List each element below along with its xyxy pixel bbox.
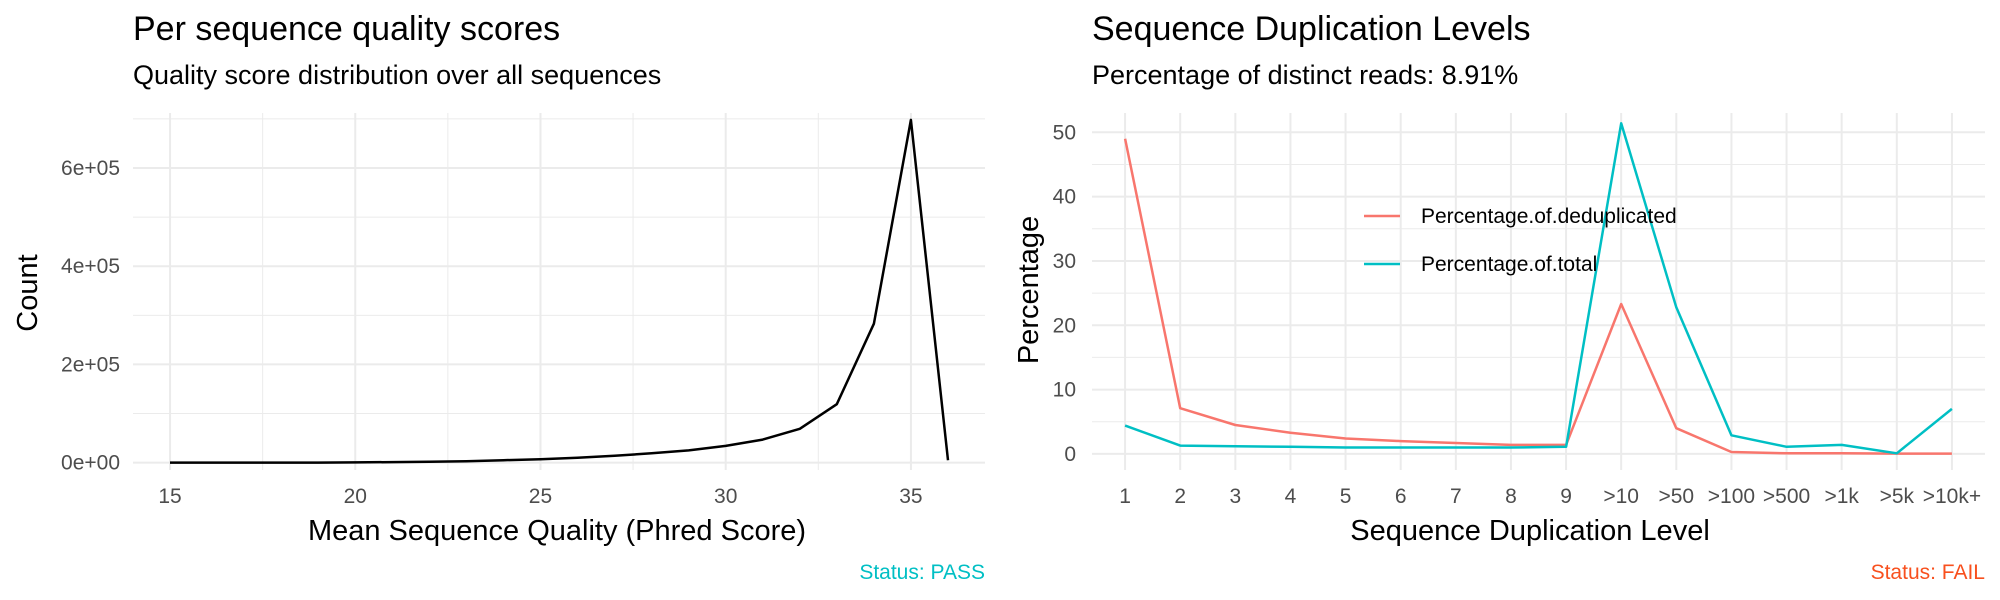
x-tick-label: >1k [1824,485,1859,508]
x-tick-label: 4 [1285,485,1297,508]
y-tick-labels: 0 10 20 30 40 50 [1053,121,1076,466]
x-tick-label: 7 [1450,485,1462,508]
x-tick-label: 6 [1395,485,1407,508]
chart-title: Per sequence quality scores [133,10,560,48]
x-tick-label: 30 [714,485,737,508]
x-tick-labels: 1 2 3 4 5 6 7 8 9 >10 >50 >100 >500 >1k >5k >10k+ [1119,485,1981,508]
x-tick-label: >500 [1763,485,1810,508]
chart-subtitle: Quality score distribution over all sequ… [133,60,661,90]
x-tick-label: 1 [1119,485,1131,508]
series-line-total [1124,122,1953,455]
series-line-count [170,118,950,464]
y-tick-label: 20 [1053,314,1076,337]
x-tick-label: 25 [529,485,552,508]
chart-title: Sequence Duplication Levels [1092,10,1531,48]
panel-quality: Per sequence quality scores Quality scor… [12,10,985,584]
grid-lines [133,113,985,470]
x-tick-label: 15 [158,485,181,508]
x-tick-label: 3 [1229,485,1241,508]
y-tick-labels: 0e+00 2e+05 4e+05 6e+05 [61,157,120,475]
grid-lines [1092,113,1985,470]
x-tick-label: 8 [1505,485,1517,508]
y-tick-label: 4e+05 [61,255,120,278]
y-tick-label: 10 [1053,379,1076,402]
legend-label: Percentage.of.deduplicated [1421,205,1677,228]
y-tick-label: 6e+05 [61,157,120,180]
y-tick-label: 0e+00 [61,452,120,475]
status-label: Status: FAIL [1871,561,1985,584]
series-lines [170,118,950,464]
legend: Percentage.of.deduplicated Percentage.of… [1364,205,1677,276]
legend-label: Percentage.of.total [1421,253,1597,276]
x-tick-label: >10 [1603,485,1639,508]
x-tick-label: 5 [1340,485,1352,508]
x-tick-label: 35 [899,485,922,508]
x-axis-title: Sequence Duplication Level [1350,515,1710,547]
y-tick-label: 40 [1053,186,1076,209]
x-tick-label: 20 [344,485,367,508]
x-axis-title: Mean Sequence Quality (Phred Score) [308,515,806,547]
x-tick-label: 9 [1560,485,1572,508]
panel-duplication: Sequence Duplication Levels Percentage o… [1013,10,1985,584]
x-tick-label: >10k+ [1923,485,1981,508]
x-tick-label: >100 [1708,485,1755,508]
chart-subtitle: Percentage of distinct reads: 8.91% [1092,60,1518,90]
y-tick-label: 0 [1064,443,1076,466]
x-tick-label: 2 [1174,485,1186,508]
status-label: Status: PASS [859,561,985,584]
series-line-deduplicated [1123,138,1952,455]
y-axis-title: Percentage [1013,216,1045,364]
x-tick-label: >5k [1880,485,1915,508]
y-tick-label: 50 [1053,121,1076,144]
x-tick-labels: 15 20 25 30 35 [158,485,922,508]
x-tick-label: >50 [1658,485,1694,508]
y-tick-label: 2e+05 [61,353,120,376]
y-tick-label: 30 [1053,250,1076,273]
series-lines [1123,122,1953,455]
y-axis-title: Count [12,254,44,331]
